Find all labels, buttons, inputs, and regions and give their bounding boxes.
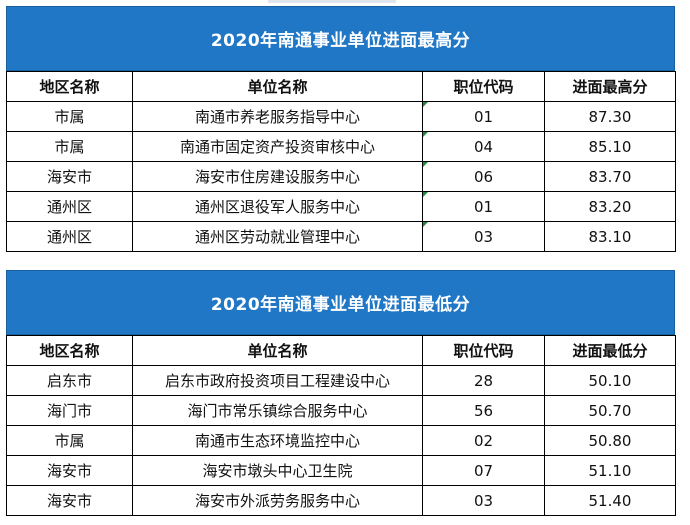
cell-unit: 通州区劳动就业管理中心 [132, 221, 423, 252]
cell-position-code: 04 [422, 131, 545, 162]
cell-unit: 海门市常乐镇综合服务中心 [132, 395, 423, 426]
cell-position-code: 56 [422, 395, 545, 426]
cell-score: 87.30 [544, 101, 676, 132]
table-row: 海安市 海安市外派劳务服务中心 03 51.40 [6, 485, 676, 516]
low-score-table-block: 2020年南通事业单位进面最低分 地区名称 单位名称 职位代码 进面最低分 启东… [6, 270, 676, 516]
header-region: 地区名称 [6, 335, 133, 366]
high-score-table-title: 2020年南通事业单位进面最高分 [6, 6, 675, 71]
low-score-table-title: 2020年南通事业单位进面最低分 [6, 270, 675, 335]
table-row: 市属 南通市固定资产投资审核中心 04 85.10 [6, 131, 676, 162]
cell-unit: 通州区退役军人服务中心 [132, 191, 423, 222]
header-score: 进面最低分 [544, 335, 676, 366]
table-row: 海门市 海门市常乐镇综合服务中心 56 50.70 [6, 395, 676, 426]
cell-position-code: 02 [422, 425, 545, 456]
cell-position-code: 01 [422, 191, 545, 222]
table-row: 市属 南通市养老服务指导中心 01 87.30 [6, 101, 676, 132]
cell-region: 通州区 [6, 191, 133, 222]
cell-unit: 南通市生态环境监控中心 [132, 425, 423, 456]
table-row: 通州区 通州区劳动就业管理中心 03 83.10 [6, 221, 676, 252]
cell-region: 海安市 [6, 455, 133, 486]
top-decoration-line [268, 0, 396, 3]
table-row: 市属 南通市生态环境监控中心 02 50.80 [6, 425, 676, 456]
cell-region: 海门市 [6, 395, 133, 426]
cell-unit: 启东市政府投资项目工程建设中心 [132, 365, 423, 396]
cell-position-code: 03 [422, 221, 545, 252]
table-row: 海安市 海安市住房建设服务中心 06 83.70 [6, 161, 676, 192]
cell-region: 启东市 [6, 365, 133, 396]
header-position-code: 职位代码 [422, 71, 545, 102]
header-unit: 单位名称 [132, 71, 423, 102]
cell-score: 85.10 [544, 131, 676, 162]
cell-region: 海安市 [6, 485, 133, 516]
table-row: 海安市 海安市墩头中心卫生院 07 51.10 [6, 455, 676, 486]
cell-region: 海安市 [6, 161, 133, 192]
cell-score: 83.20 [544, 191, 676, 222]
high-score-table-block: 2020年南通事业单位进面最高分 地区名称 单位名称 职位代码 进面最高分 市属… [6, 6, 676, 252]
table-header-row: 地区名称 单位名称 职位代码 进面最高分 [6, 71, 676, 102]
cell-unit: 海安市住房建设服务中心 [132, 161, 423, 192]
cell-position-code: 06 [422, 161, 545, 192]
high-score-table: 地区名称 单位名称 职位代码 进面最高分 市属 南通市养老服务指导中心 01 8… [6, 71, 676, 252]
header-region: 地区名称 [6, 71, 133, 102]
cell-region: 市属 [6, 101, 133, 132]
header-score: 进面最高分 [544, 71, 676, 102]
header-position-code: 职位代码 [422, 335, 545, 366]
cell-position-code: 07 [422, 455, 545, 486]
cell-score: 50.70 [544, 395, 676, 426]
cell-score: 83.10 [544, 221, 676, 252]
cell-score: 50.80 [544, 425, 676, 456]
cell-unit: 南通市固定资产投资审核中心 [132, 131, 423, 162]
cell-unit: 海安市外派劳务服务中心 [132, 485, 423, 516]
cell-score: 51.10 [544, 455, 676, 486]
cell-position-code: 03 [422, 485, 545, 516]
cell-position-code: 28 [422, 365, 545, 396]
cell-region: 通州区 [6, 221, 133, 252]
cell-score: 50.10 [544, 365, 676, 396]
cell-unit: 南通市养老服务指导中心 [132, 101, 423, 132]
table-header-row: 地区名称 单位名称 职位代码 进面最低分 [6, 335, 676, 366]
table-row: 启东市 启东市政府投资项目工程建设中心 28 50.10 [6, 365, 676, 396]
cell-region: 市属 [6, 131, 133, 162]
cell-position-code: 01 [422, 101, 545, 132]
cell-region: 市属 [6, 425, 133, 456]
cell-score: 51.40 [544, 485, 676, 516]
cell-score: 83.70 [544, 161, 676, 192]
cell-unit: 海安市墩头中心卫生院 [132, 455, 423, 486]
header-unit: 单位名称 [132, 335, 423, 366]
table-row: 通州区 通州区退役军人服务中心 01 83.20 [6, 191, 676, 222]
low-score-table: 地区名称 单位名称 职位代码 进面最低分 启东市 启东市政府投资项目工程建设中心… [6, 335, 676, 516]
